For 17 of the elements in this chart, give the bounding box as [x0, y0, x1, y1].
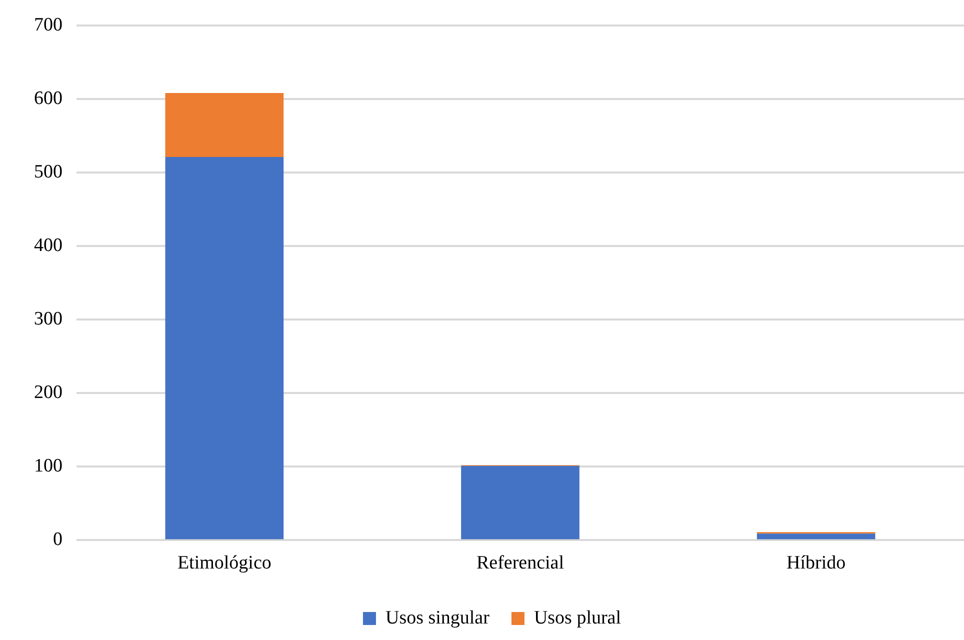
y-tick-label: 500 [34, 161, 62, 182]
y-tick-label: 600 [34, 88, 62, 109]
y-tick-label: 100 [34, 456, 62, 477]
y-tick-label: 700 [34, 14, 62, 36]
bar [165, 157, 284, 540]
legend-label: Usos singular [385, 607, 490, 628]
x-tick-label: Híbrido [786, 552, 846, 574]
y-tick-label: 300 [34, 308, 62, 330]
x-tick-label: Etimológico [177, 552, 272, 574]
legend-label: Usos plural [534, 607, 622, 628]
y-tick-label: 400 [34, 235, 62, 256]
y-tick-label: 200 [34, 382, 62, 404]
y-tick-label: 0 [53, 529, 62, 550]
bar [165, 93, 284, 158]
x-tick-label: Referencial [476, 552, 564, 574]
bar [461, 466, 580, 540]
bar [756, 534, 876, 540]
